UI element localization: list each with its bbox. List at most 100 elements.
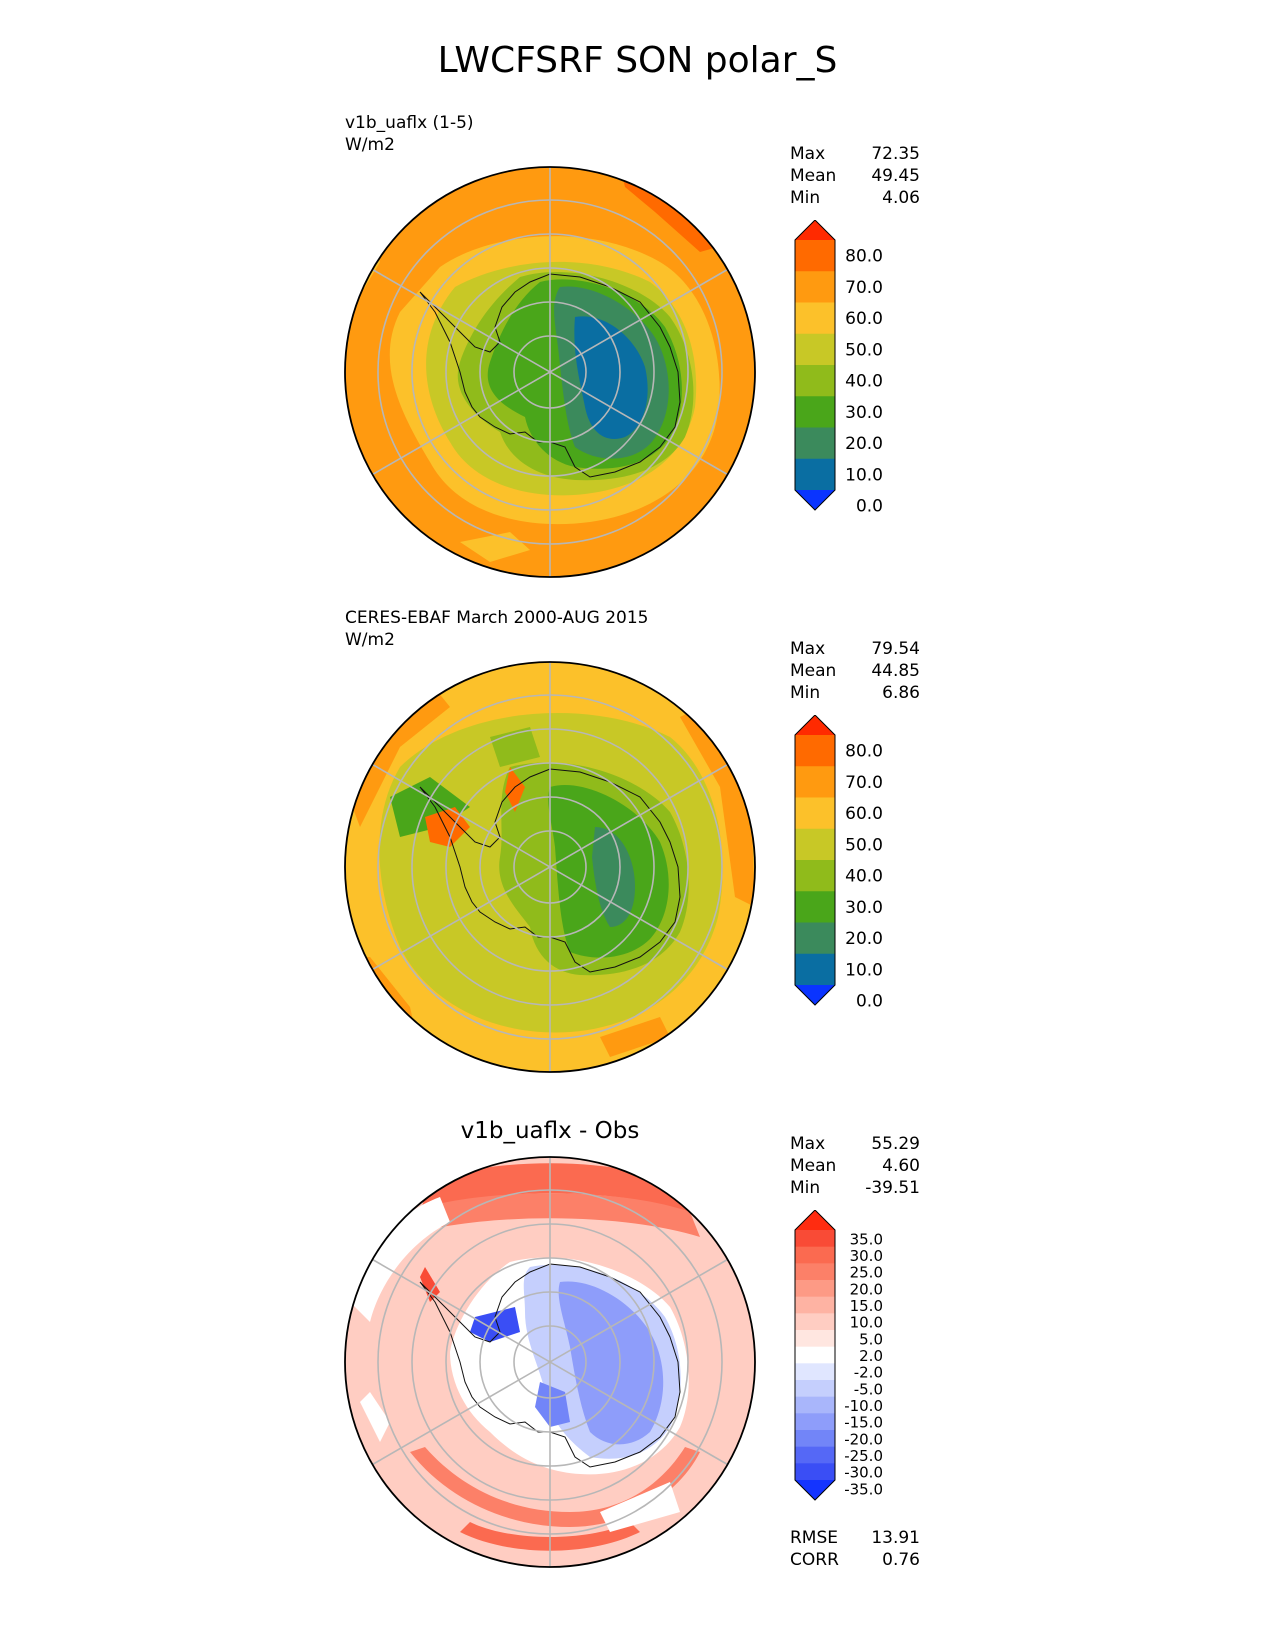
corr-value: 0.76 [882,1550,920,1570]
colorbar-swatch [795,240,835,272]
colorbar-tick-label: 20.0 [845,434,883,454]
stat-min-label: Min [790,683,821,703]
colorbar-swatch [795,860,835,892]
colorbar-swatch [795,1230,835,1248]
colorbar-tick-label: 40.0 [845,372,883,392]
colorbar-tick-label: 35.0 [850,1230,883,1248]
colorbar-tick-label: 15.0 [850,1297,883,1315]
colorbar-swatch [795,1296,835,1314]
stat-min-value: -39.51 [865,1178,920,1198]
colorbar-tick-label: 10.0 [845,960,883,980]
panel-3-colorbar: 35.030.025.020.015.010.05.02.0-2.0-5.0-1… [794,1210,883,1501]
page-title: LWCFSRF SON polar_S [437,40,838,81]
colorbar-swatch [795,891,835,923]
colorbar-swatch [795,1463,835,1481]
stat-max-value: 72.35 [871,144,920,164]
colorbar-swatch [795,922,835,955]
colorbar-tick-label: 50.0 [845,835,883,855]
colorbar-tick-label: -25.0 [844,1447,883,1465]
stat-max-value: 79.54 [871,639,920,659]
colorbar-tick-label: 0.0 [856,992,883,1012]
rmse-value: 13.91 [871,1528,920,1548]
colorbar-swatch [795,1346,835,1364]
colorbar-swatch [795,1330,835,1348]
colorbar-tick-label: 30.0 [845,403,883,423]
stat-max-label: Max [790,639,826,659]
colorbar-tick-label: 2.0 [859,1347,883,1365]
panel-1-units: W/m2 [345,135,395,155]
colorbar-tick-label: 80.0 [845,742,883,762]
colorbar-swatch [795,458,835,491]
colorbar-tick-label: 20.0 [850,1280,883,1298]
colorbar-tick-label: 20.0 [845,929,883,949]
panel-1-map [344,166,756,578]
colorbar-extend-bottom [795,490,835,510]
colorbar-swatch [795,1446,835,1464]
colorbar-swatch [795,1313,835,1331]
stat-max-label: Max [790,144,826,164]
colorbar-tick-label: -10.0 [844,1397,883,1415]
colorbar-swatch [795,1430,835,1448]
colorbar-tick-label: 0.0 [856,497,883,517]
colorbar-swatch [795,302,835,335]
panel-3-metrics: RMSE 13.91 CORR 0.76 [790,1527,920,1571]
colorbar-tick-label: 60.0 [845,804,883,824]
colorbar-outline [794,715,836,1006]
colorbar-swatch [795,396,835,428]
colorbar-extend-top [795,1210,835,1230]
colorbar-outline [794,1210,836,1501]
colorbar-tick-label: 5.0 [859,1330,883,1348]
colorbar-swatch [795,427,835,460]
stat-mean-label: Mean [790,661,837,681]
colorbar-extend-bottom [795,985,835,1005]
colorbar-tick-label: 80.0 [845,247,883,267]
colorbar-swatch [795,1280,835,1298]
panel-1-label: v1b_uaflx (1-5) W/m2 [345,112,474,156]
panel-2-map [344,661,756,1073]
colorbar-swatch [795,797,835,830]
colorbar-swatch [795,953,835,986]
colorbar-extend-top [795,715,835,735]
colorbar-tick-label: 70.0 [845,278,883,298]
stat-min-label: Min [790,188,821,208]
colorbar-swatch [795,1413,835,1431]
colorbar-swatch [795,1380,835,1398]
colorbar-tick-label: -2.0 [854,1364,883,1382]
colorbar-tick-label: -5.0 [854,1380,883,1398]
colorbar-swatch [795,828,835,861]
colorbar-tick-label: -20.0 [844,1430,883,1448]
colorbar-swatch [795,333,835,366]
colorbar-tick-label: 30.0 [845,898,883,918]
stat-min-value: 6.86 [882,683,920,703]
colorbar-tick-label: 10.0 [850,1314,883,1332]
colorbar-tick-label: -15.0 [844,1414,883,1432]
stat-max-label: Max [790,1134,826,1154]
stat-mean-value: 44.85 [871,661,920,681]
colorbar-tick-label: 40.0 [845,867,883,887]
panel-3-stats: Max 55.29 Mean 4.60 Min -39.51 [790,1133,920,1199]
colorbar-extend-bottom [795,1480,835,1500]
panel-1-name: v1b_uaflx (1-5) [345,113,474,133]
colorbar-tick-label: 30.0 [850,1247,883,1265]
colorbar-swatch [795,365,835,397]
panel-1-colorbar: 80.0 70.0 60.0 50.0 40.0 30.0 20.0 10.0 0.0 [794,220,883,517]
colorbar-tick-label: 50.0 [845,340,883,360]
colorbar-swatch [795,766,835,798]
stat-min-value: 4.06 [882,188,920,208]
stat-mean-label: Mean [790,1156,837,1176]
panel-2-stats: Max 79.54 Mean 44.85 Min 6.86 [790,638,920,704]
stat-min-label: Min [790,1178,821,1198]
panel-2-name: CERES-EBAF March 2000-AUG 2015 [345,608,649,628]
colorbar-tick-label: 25.0 [850,1264,883,1282]
colorbar-tick-label: 60.0 [845,309,883,329]
colorbar-tick-label: 10.0 [845,465,883,485]
stat-mean-value: 49.45 [871,166,920,186]
panel-2-label: CERES-EBAF March 2000-AUG 2015 W/m2 [345,607,648,651]
colorbar-tick-label: -30.0 [844,1464,883,1482]
colorbar-swatch [795,1363,835,1381]
rmse-label: RMSE [790,1528,839,1548]
panel-2-colorbar: 80.0 70.0 60.0 50.0 40.0 30.0 20.0 10.0 0.0 [794,715,883,1012]
colorbar-tick-label: 70.0 [845,773,883,793]
colorbar-swatch [795,735,835,767]
stat-mean-label: Mean [790,166,837,186]
